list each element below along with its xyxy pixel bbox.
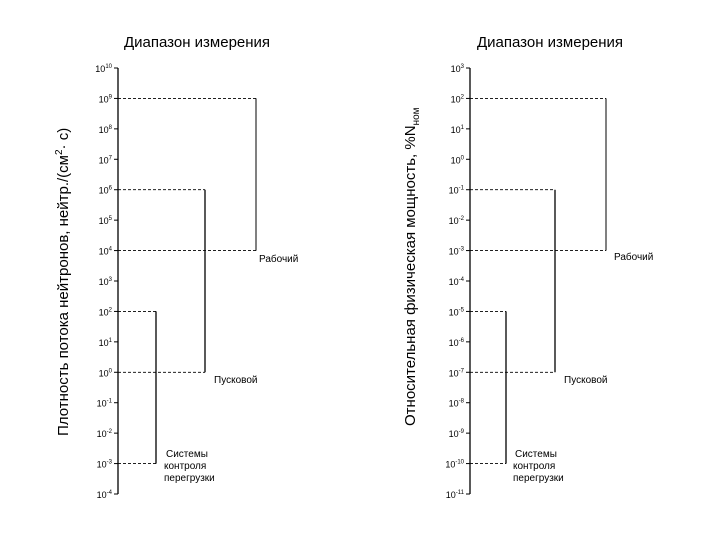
- left-tick-label: 103: [99, 277, 113, 287]
- left-tick-label: 10-1: [97, 399, 113, 409]
- left-range-label: контроля: [164, 461, 206, 472]
- left-range-label: Системы: [166, 449, 208, 460]
- left-tick-label: 100: [99, 368, 113, 378]
- right-tick-label: 10-6: [449, 338, 465, 348]
- right-tick-label: 10-2: [449, 216, 465, 226]
- right-tick-label: 103: [451, 64, 465, 74]
- left-diagram: Диапазон измерения Плотность потока нейт…: [54, 34, 298, 500]
- left-range-label: Пусковой: [214, 375, 257, 386]
- right-diagram: Диапазон измерения Относительная физичес…: [360, 0, 720, 540]
- right-panel-title: Диапазон измерения: [477, 34, 624, 51]
- left-tick-label: 10-3: [97, 460, 113, 470]
- left-tick-label: 102: [99, 307, 113, 317]
- left-range-label: Рабочий: [259, 253, 298, 265]
- left-diagram-svg: 1010 109 108 107 106 105 104 103 102 101 100 10-1 10…: [95, 64, 298, 500]
- left-tick-label: 104: [99, 247, 113, 257]
- right-tick-label: 10-7: [449, 368, 465, 378]
- left-tick-label: 101: [99, 338, 113, 348]
- right-range-label: Системы: [515, 449, 557, 460]
- right-tick-label: 10-1: [449, 186, 465, 196]
- left-tick-label: 10-2: [97, 429, 113, 439]
- right-range-label: перегрузки: [513, 473, 564, 484]
- right-tick-label: 10-10: [445, 460, 464, 470]
- right-diagram-svg: 103 102 101 100 10-1 10-2 10-3 10-4 10-5 10-6 10-7…: [445, 64, 653, 500]
- left-range-1: Рабочий: [118, 97, 298, 265]
- right-tick-label: 10-5: [449, 307, 465, 317]
- left-range-label: перегрузки: [164, 473, 215, 484]
- left-tick-label: 108: [99, 125, 113, 135]
- right-range-2: Пусковой: [470, 189, 607, 386]
- left-tick-label: 106: [99, 186, 113, 196]
- right-tick-label: 100: [451, 155, 465, 165]
- right-tick-label: 10-8: [449, 399, 465, 409]
- left-tick-label: 10-4: [97, 490, 113, 500]
- right-tick-label: 10-3: [449, 247, 465, 257]
- right-tick-label: 10-4: [449, 277, 465, 287]
- right-range-label: Пусковой: [564, 375, 607, 386]
- left-tick-label: 109: [99, 94, 113, 104]
- left-range-2: Пусковой: [118, 189, 257, 386]
- right-tick-label: 10-9: [449, 429, 465, 439]
- right-range-label: контроля: [513, 461, 555, 472]
- right-tick-label: 101: [451, 125, 465, 135]
- left-tick-label: 107: [99, 155, 113, 165]
- left-tick-label: 1010: [95, 64, 112, 74]
- right-range-label: Рабочий: [614, 251, 653, 263]
- right-range-1: Рабочий: [470, 97, 653, 263]
- left-panel-title: Диапазон измерения: [124, 34, 271, 51]
- right-tick-label: 102: [451, 94, 465, 104]
- left-tick-label: 105: [99, 216, 113, 226]
- right-tick-label: 10-11: [446, 490, 465, 500]
